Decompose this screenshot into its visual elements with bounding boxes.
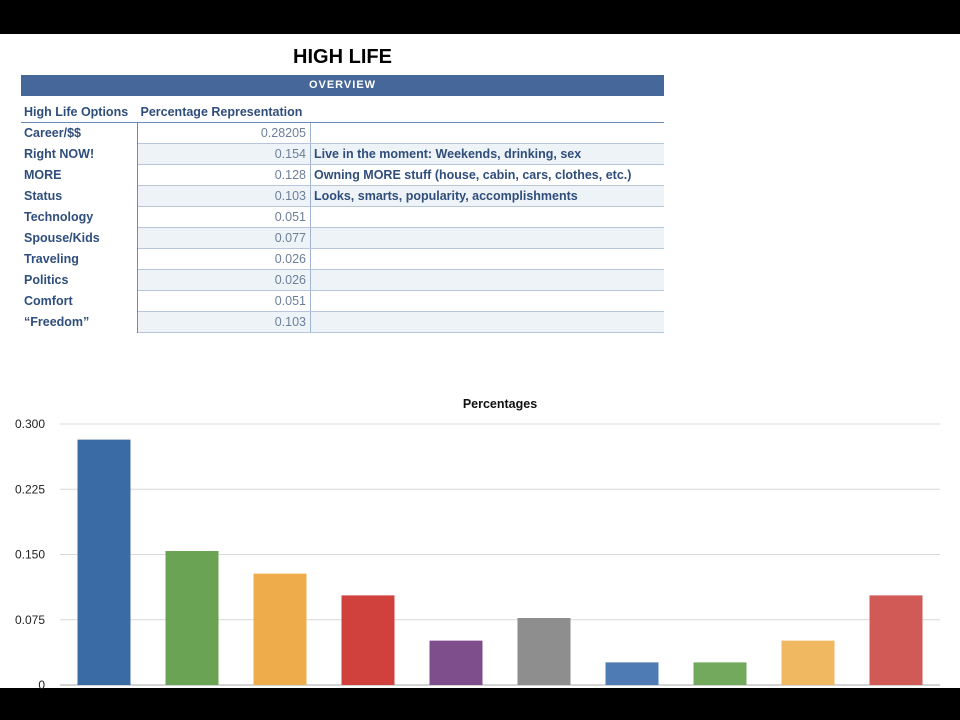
note-cell	[310, 311, 664, 333]
bar	[77, 439, 131, 685]
option-cell: “Freedom”	[21, 311, 138, 333]
option-cell: MORE	[21, 164, 138, 186]
option-cell: Technology	[21, 206, 138, 228]
option-cell: Politics	[21, 269, 138, 291]
note-cell	[310, 122, 664, 144]
table-header-row: High Life Options Percentage Representat…	[21, 102, 664, 123]
data-table: High Life Options Percentage Representat…	[21, 102, 664, 333]
table-row: MORE 0.128 Owning MORE stuff (house, cabin…	[21, 164, 664, 186]
bar	[693, 662, 747, 685]
option-cell: Comfort	[21, 290, 138, 312]
y-tick-label: 0	[38, 678, 45, 692]
table-row: Politics 0.026	[21, 269, 664, 291]
table-row: Spouse/Kids 0.077	[21, 227, 664, 249]
slide-title: HIGH LIFE	[293, 46, 392, 68]
option-cell: Traveling	[21, 248, 138, 270]
option-cell: Spouse/Kids	[21, 227, 138, 249]
header-percentage: Percentage Representation	[137, 102, 311, 123]
note-cell: Looks, smarts, popularity, accomplishmen…	[310, 185, 664, 207]
table-row: “Freedom” 0.103	[21, 311, 664, 333]
x-tick-label: Right NOW!	[159, 693, 226, 694]
x-tick-label: Comfort	[786, 693, 831, 694]
value-cell: 0.28205	[137, 122, 311, 144]
note-cell	[310, 227, 664, 249]
bar	[781, 640, 835, 685]
bar	[429, 640, 483, 685]
header-options: High Life Options	[21, 102, 138, 123]
y-tick-label: 0.075	[15, 613, 45, 627]
x-tick-label: Status	[350, 693, 385, 694]
y-tick-label: 0.150	[15, 548, 45, 562]
table-row: Right NOW! 0.154 Live in the moment: Weeke…	[21, 143, 664, 165]
value-cell: 0.128	[137, 164, 311, 186]
value-cell: 0.026	[137, 248, 311, 270]
option-cell: Career/$$	[21, 122, 138, 144]
note-cell: Owning MORE stuff (house, cabin, cars, c…	[310, 164, 664, 186]
y-tick-label: 0.225	[15, 482, 45, 496]
option-cell: Status	[21, 185, 138, 207]
note-cell: Live in the moment: Weekends, drinking, …	[310, 143, 664, 165]
bar	[869, 595, 923, 685]
bar	[253, 573, 307, 685]
table-row: Traveling 0.026	[21, 248, 664, 270]
value-cell: 0.077	[137, 227, 311, 249]
bar-chart: Percentages 0 0.075 0.150 0.225 0.300 Career/$…	[15, 397, 940, 694]
table-row: Comfort 0.051	[21, 290, 664, 312]
bar	[341, 595, 395, 685]
value-cell: 0.154	[137, 143, 311, 165]
table-row: Technology 0.051	[21, 206, 664, 228]
note-cell	[310, 269, 664, 291]
chart-title: Percentages	[463, 397, 537, 411]
note-cell	[310, 290, 664, 312]
table-row: Status 0.103 Looks, smarts, popularity, ac…	[21, 185, 664, 207]
option-cell: Right NOW!	[21, 143, 138, 165]
note-cell	[310, 248, 664, 270]
table-body: Career/$$ 0.28205 Right NOW! 0.154 Live in t…	[21, 122, 664, 333]
x-tick-label: Spouse/Kids	[509, 693, 579, 694]
x-tick-label: Traveling	[607, 693, 658, 694]
table-row: Career/$$ 0.28205	[21, 122, 664, 144]
value-cell: 0.026	[137, 269, 311, 291]
bar	[165, 551, 219, 685]
x-tick-label: “Freedom”	[867, 693, 925, 694]
x-tick-label: Career/$$	[76, 693, 132, 694]
x-tick-label: Technology	[424, 693, 488, 694]
slide: HIGH LIFE OVERVIEW High Life Options Per…	[0, 34, 960, 694]
value-cell: 0.103	[137, 311, 311, 333]
note-cell	[310, 206, 664, 228]
value-cell: 0.051	[137, 290, 311, 312]
x-tick-label: MORE	[261, 693, 299, 694]
bar	[517, 618, 571, 685]
value-cell: 0.051	[137, 206, 311, 228]
value-cell: 0.103	[137, 185, 311, 207]
x-tick-label: Politics	[700, 693, 740, 694]
header-notes	[310, 102, 664, 123]
y-tick-label: 0.300	[15, 417, 45, 431]
overview-bar: OVERVIEW	[21, 75, 664, 96]
bar	[605, 662, 659, 685]
